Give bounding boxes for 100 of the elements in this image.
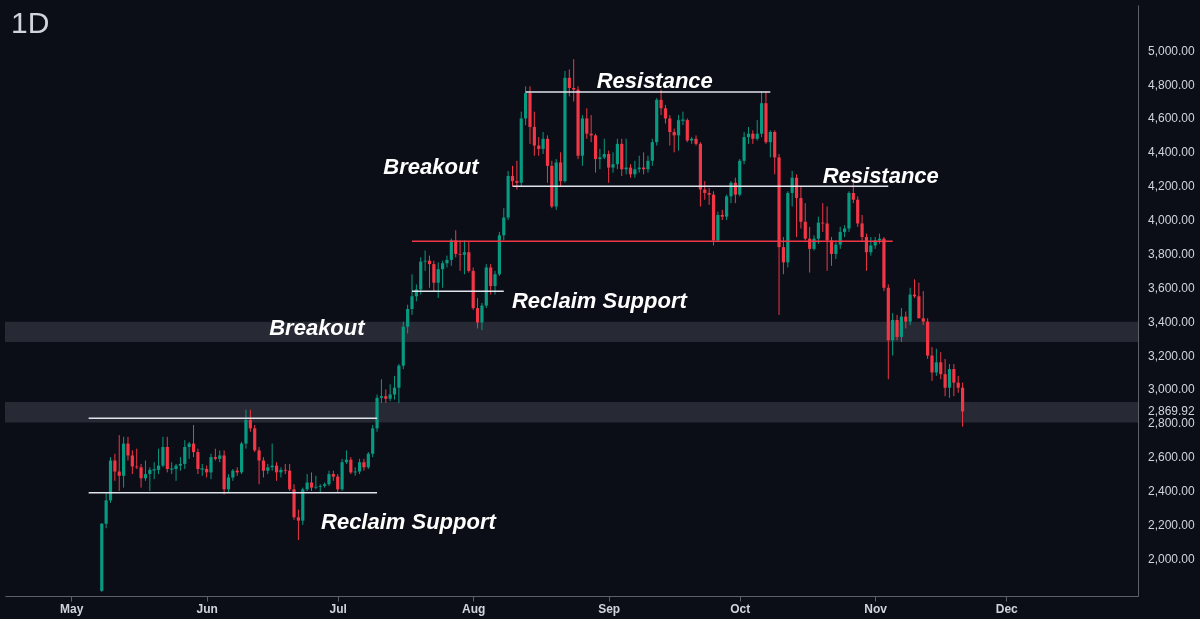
x-tick-label: Sep: [598, 601, 621, 616]
candlestick: [663, 104, 668, 125]
y-tick-label: 4,800.00: [1148, 77, 1196, 92]
y-tick-label: 2,600.00: [1148, 450, 1196, 465]
candlestick: [379, 378, 384, 404]
annotation: Breakout: [269, 314, 367, 340]
y-tick-label: 3,000.00: [1148, 382, 1196, 397]
x-tick-label: Oct: [730, 601, 751, 616]
y-tick-label: 4,600.00: [1148, 111, 1196, 126]
candlestick: [585, 107, 589, 140]
y-tick-label: 2,200.00: [1148, 517, 1196, 532]
candlestick: [406, 304, 410, 335]
candlestick: [755, 119, 759, 141]
candlestick: [816, 216, 820, 245]
y-tick-label: 4,400.00: [1148, 145, 1196, 160]
candlestick: [615, 138, 619, 170]
candlestick: [567, 68, 571, 97]
candlestick: [598, 148, 602, 170]
candlestick: [646, 155, 650, 174]
y-tick-label: 4,000.00: [1148, 213, 1196, 228]
x-tick-label: May: [60, 601, 84, 616]
candlestick: [397, 363, 401, 404]
candlestick: [633, 160, 637, 179]
candlestick: [113, 453, 117, 482]
candlestick: [891, 312, 895, 357]
candlestick: [510, 165, 515, 187]
candlestick: [445, 255, 449, 268]
candlestick: [611, 151, 615, 174]
candlestick: [296, 509, 300, 541]
candlestick: [261, 456, 266, 478]
annotation: Reclaim Support: [321, 509, 498, 535]
x-tick-label: Jul: [329, 601, 347, 616]
candlestick: [960, 382, 965, 428]
candlestick: [799, 185, 803, 230]
candlestick: [174, 463, 178, 482]
candlestick: [650, 138, 654, 167]
candlestick: [104, 492, 108, 529]
candlestick: [541, 131, 545, 155]
candlestick: [436, 261, 440, 299]
y-tick-label: 3,600.00: [1148, 280, 1196, 295]
x-tick-label: Jun: [196, 601, 218, 616]
annotation: Resistance: [596, 67, 713, 93]
candlestick: [161, 436, 165, 468]
candlestick: [314, 475, 318, 490]
candlestick: [707, 187, 711, 206]
candlestick: [253, 424, 257, 453]
candlestick: [685, 117, 689, 143]
candlestick: [939, 351, 943, 380]
candlestick: [834, 239, 838, 260]
y-tick-label: 2,400.00: [1148, 484, 1196, 499]
candlestick: [130, 449, 134, 475]
candlestick: [869, 236, 873, 257]
candlestick: [139, 463, 143, 489]
candlestick: [943, 358, 947, 397]
candlestick: [607, 150, 611, 184]
y-tick-label: 2,000.00: [1148, 551, 1196, 566]
candlestick: [410, 273, 414, 316]
candlestick: [593, 133, 598, 174]
candlestick: [515, 160, 519, 191]
candlestick: [934, 348, 938, 377]
y-tick-label: 2,869.92: [1148, 404, 1196, 419]
candlestick: [135, 448, 139, 470]
x-tick-label: Dec: [995, 601, 1019, 616]
candlestick: [899, 307, 904, 343]
candlestick: [952, 363, 956, 397]
y-tick-label: 5,000.00: [1148, 43, 1196, 58]
candlestick: [283, 463, 287, 475]
candlestick: [917, 282, 921, 319]
candlestick: [921, 290, 925, 326]
candlestick: [947, 363, 952, 399]
candlestick: [532, 111, 536, 157]
candlestick: [475, 297, 480, 329]
candlestick: [309, 471, 314, 492]
candlestick: [558, 151, 563, 187]
x-tick-label: Nov: [864, 601, 888, 616]
candlestick: [244, 409, 248, 450]
chart-title: 1D: [11, 6, 50, 39]
candlestick: [572, 58, 576, 103]
candlestick: [423, 250, 427, 272]
y-tick-label: 3,800.00: [1148, 246, 1196, 261]
candlestick: [480, 302, 484, 331]
candlestick: [930, 346, 934, 382]
annotation: Breakout: [383, 154, 481, 180]
candlestick: [489, 263, 493, 296]
candlestick: [441, 260, 445, 289]
candlestick: [362, 458, 366, 472]
candlestick: [742, 131, 746, 165]
candlestick: [183, 439, 187, 470]
candlestick: [895, 314, 899, 341]
candlestick: [226, 473, 231, 494]
candlestick: [725, 194, 729, 221]
candlestick: [279, 466, 283, 478]
candlestick: [462, 239, 467, 275]
x-tick-label: Aug: [462, 601, 486, 616]
y-tick-label: 2,800.00: [1148, 416, 1196, 431]
candlestick: [676, 114, 681, 152]
candlestick: [449, 238, 453, 267]
candlestick: [493, 270, 497, 296]
y-tick-label: 3,200.00: [1148, 348, 1196, 363]
candlestick: [126, 436, 130, 462]
